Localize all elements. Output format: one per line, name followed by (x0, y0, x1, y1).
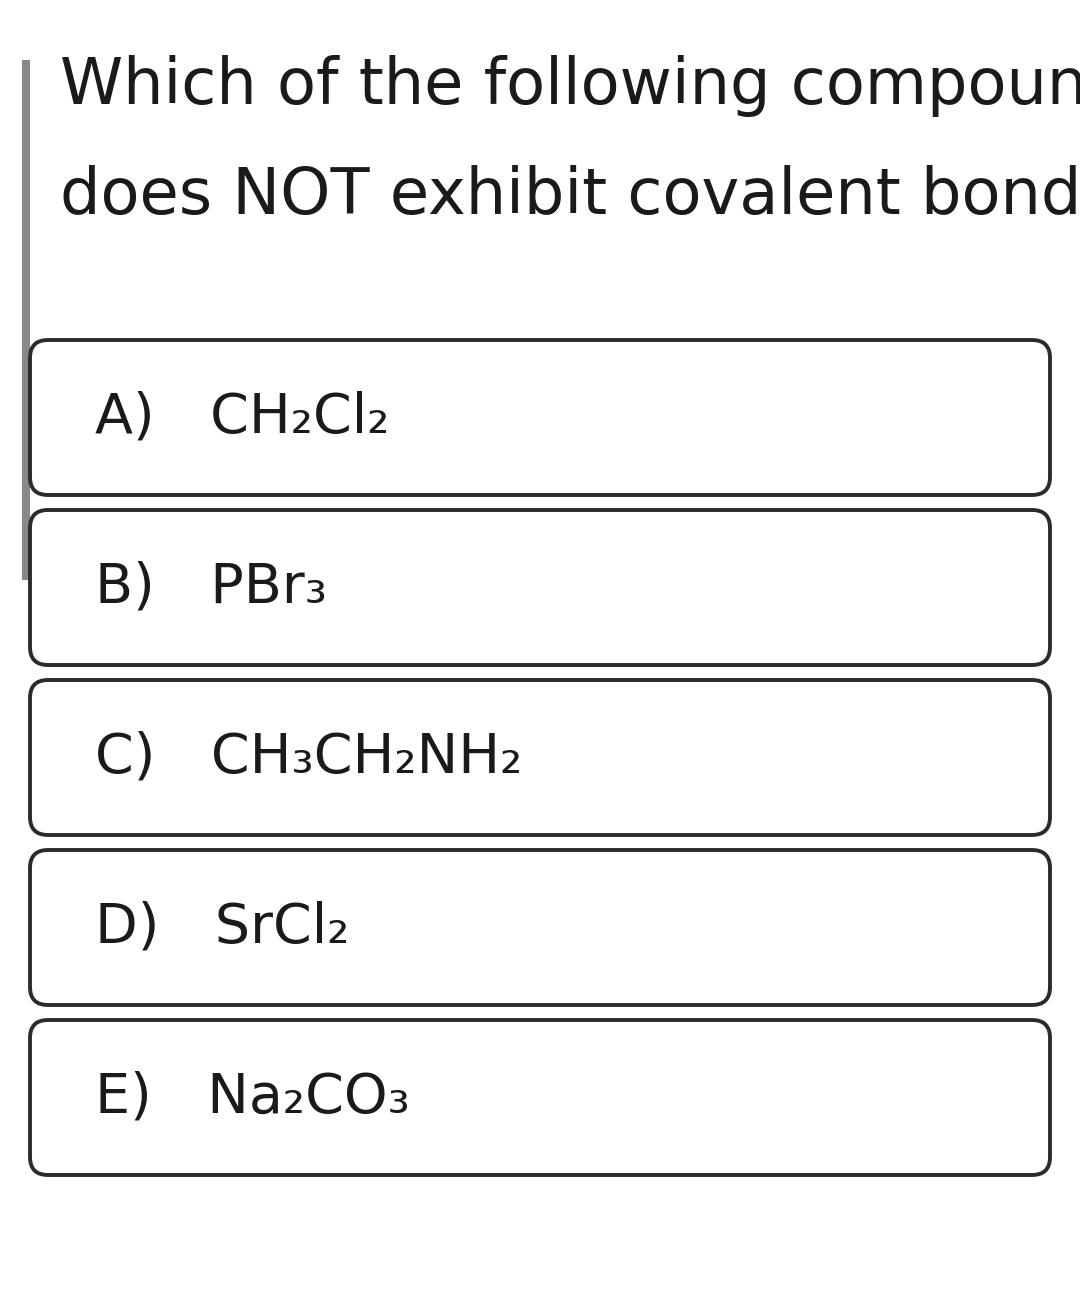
Text: C) CH₃CH₂NH₂: C) CH₃CH₂NH₂ (95, 730, 523, 784)
Text: E) Na₂CO₃: E) Na₂CO₃ (95, 1070, 410, 1124)
Text: D) SrCl₂: D) SrCl₂ (95, 900, 350, 953)
FancyBboxPatch shape (30, 340, 1050, 495)
FancyBboxPatch shape (30, 511, 1050, 665)
Text: B) PBr₃: B) PBr₃ (95, 560, 327, 614)
Text: Which of the following compounds: Which of the following compounds (60, 55, 1080, 118)
Bar (22, 60, 30, 580)
Text: A) CH₂Cl₂: A) CH₂Cl₂ (95, 390, 390, 444)
FancyBboxPatch shape (30, 850, 1050, 1006)
FancyBboxPatch shape (30, 680, 1050, 835)
Text: does NOT exhibit covalent bonding?: does NOT exhibit covalent bonding? (60, 165, 1080, 227)
FancyBboxPatch shape (30, 1020, 1050, 1175)
